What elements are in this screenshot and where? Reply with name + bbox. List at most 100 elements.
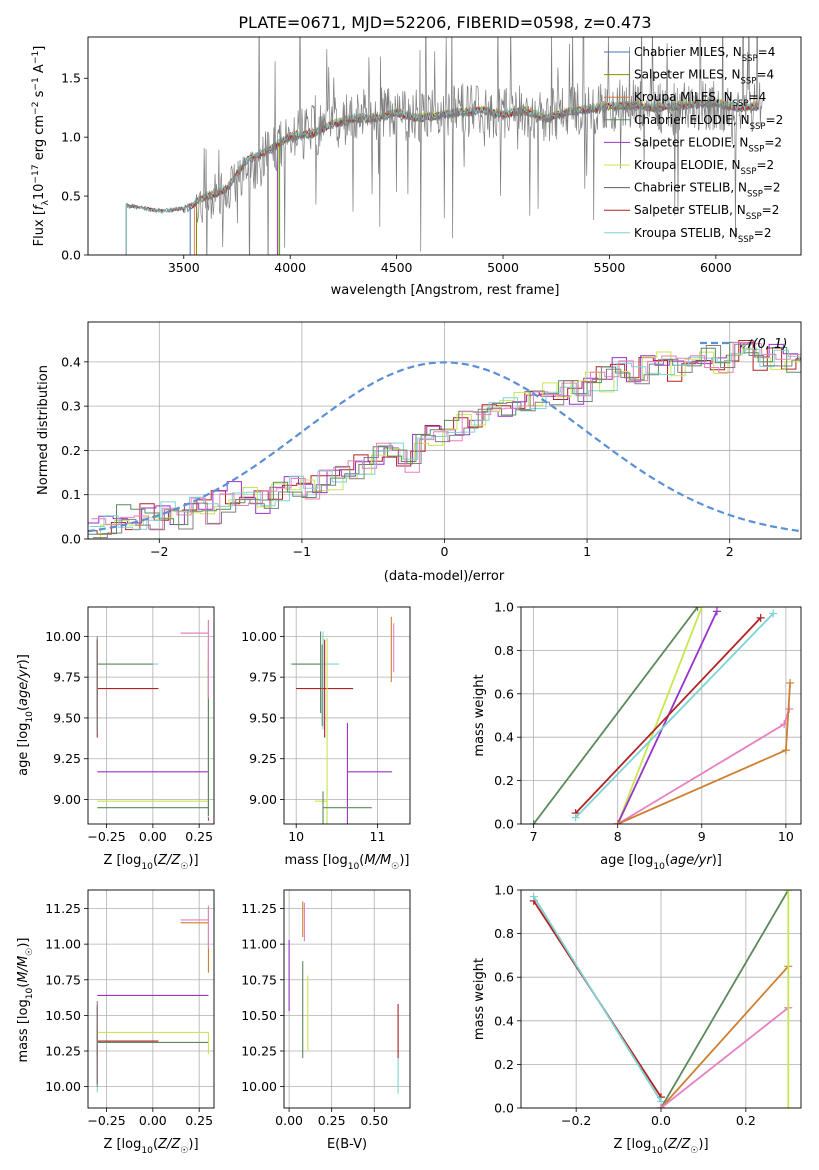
y-tick-label: 10.75 [241, 972, 277, 987]
y-tick-label: 0.2 [61, 443, 81, 458]
y-tick-label: 1.0 [494, 600, 514, 615]
y-tick-label: 1.0 [494, 883, 514, 898]
x-tick-label: 0.00 [275, 1113, 303, 1128]
y-tick-label: 11.00 [45, 937, 81, 952]
y-tick-label: 0.2 [494, 773, 514, 788]
x-tick-label: 2 [726, 544, 734, 559]
plot-area [125, 37, 763, 255]
y-tick-label: 10.00 [45, 1079, 81, 1094]
residual-histogram [91, 342, 801, 530]
y-tick-label: 10.50 [241, 1008, 277, 1023]
axes-frame [87, 321, 802, 540]
y-tick-label: 10.50 [45, 1008, 81, 1023]
normal-distribution-curve [88, 361, 801, 533]
cumulative-line [660, 965, 789, 1108]
y-tick-label: 10.00 [241, 629, 277, 644]
legend-label: Kroupa MILES, NSSP=4 [634, 90, 766, 109]
y-tick-label: 0.2 [494, 1057, 514, 1072]
cumulative-marker [697, 607, 706, 611]
y-tick-label: 10.25 [241, 1044, 277, 1059]
y-tick-label: 0.6 [494, 686, 514, 701]
cumulative-line [617, 682, 791, 824]
legend-label: 𝒩(0, 1) [740, 337, 787, 352]
y-tick-label: 9.00 [249, 792, 277, 807]
plot-area [529, 607, 795, 824]
axes-age_vs_mass: 10 11 9.00 9.25 9.50 9.75 10.00 mass [log10(M/M… [241, 606, 411, 872]
residual-histogram [88, 347, 801, 539]
cumulative-marker [769, 609, 778, 618]
plot-area [288, 901, 399, 1094]
x-axis-label: mass [log10(M/M☉)] [285, 853, 410, 872]
y-tick-label: 9.75 [53, 670, 81, 685]
cumulative-marker [613, 820, 622, 824]
axes-age_vs_Z: −0.25 0.00 0.25 9.00 9.25 9.50 9.75 10.00 Z [log… [16, 606, 215, 872]
cumulative-line [660, 890, 790, 1108]
x-axis-label: (data-model)/error [384, 569, 505, 584]
x-tick-label: 8 [614, 829, 622, 844]
legend-label: Chabrier MILES, NSSP=4 [634, 45, 775, 64]
axes-frame [283, 606, 411, 825]
cumulative-marker [571, 813, 580, 822]
y-tick-label: 10.00 [241, 1079, 277, 1094]
axes-frame [520, 889, 802, 1109]
x-tick-label: 0.50 [360, 1113, 388, 1128]
cumulative-line [532, 896, 662, 1102]
x-tick-label: −0.2 [561, 1113, 591, 1128]
y-tick-label: 10.00 [45, 629, 81, 644]
cumulative-line [575, 612, 774, 819]
x-tick-label: 10 [778, 829, 794, 844]
x-tick-label: 0.25 [185, 1113, 213, 1128]
cumulative-line [617, 708, 791, 824]
y-tick-label: 9.25 [249, 751, 277, 766]
y-tick-label: 0.0 [61, 248, 81, 263]
y-tick-label: 9.25 [53, 751, 81, 766]
x-tick-label: −0.25 [87, 1113, 125, 1128]
y-tick-label: 0.6 [494, 970, 514, 985]
legend-label: Kroupa ELODIE, NSSP=2 [634, 158, 774, 177]
y-axis-label: mass [log10(M/M☉)] [16, 938, 35, 1063]
y-tick-label: 10.75 [45, 972, 81, 987]
y-axis-label: Flux [fλ10−17 erg cm−2 s−1 A−1] [31, 46, 51, 247]
x-tick-label: 0 [441, 544, 449, 559]
axes-frame [520, 606, 802, 825]
x-tick-label: 0.00 [139, 829, 167, 844]
legend: Chabrier MILES, NSSP=4 Salpeter MILES, NS… [604, 45, 783, 245]
y-tick-label: 11.25 [45, 901, 81, 916]
x-tick-label: 4500 [381, 260, 413, 275]
y-axis-label: mass weight [472, 958, 487, 1040]
x-axis-label: Z [log10(Z/Z☉)] [613, 1137, 708, 1156]
x-axis-label: wavelength [Angstrom, rest frame] [331, 283, 560, 298]
y-tick-label: 11.00 [241, 937, 277, 952]
x-tick-label: −2 [150, 544, 168, 559]
y-tick-label: 0.8 [494, 643, 514, 658]
figure-title: PLATE=0671, MJD=52206, FIBERID=0598, z=0… [238, 13, 651, 32]
cumulative-line [616, 607, 703, 824]
x-tick-label: 11 [370, 829, 386, 844]
cumulative-line [532, 607, 699, 824]
cumulative-marker [657, 1104, 665, 1108]
cumulative-marker [781, 746, 790, 755]
observed-spectrum-line [126, 37, 763, 255]
plot-area [88, 340, 801, 539]
legend-label: Salpeter MILES, NSSP=4 [634, 68, 774, 87]
y-tick-label: 9.50 [249, 710, 277, 725]
y-tick-label: 10.25 [45, 1044, 81, 1059]
legend: 𝒩(0, 1) [700, 337, 787, 352]
cumulative-line [660, 1006, 789, 1108]
cumulative-marker [693, 607, 702, 611]
axes-residuals: −2 −1 0 1 2 0.0 0.1 0.2 0.3 0.4 𝒩(0, 1) (data-model… [36, 321, 802, 584]
x-tick-label: 4000 [274, 260, 306, 275]
x-tick-label: 0.25 [185, 829, 213, 844]
x-tick-label: 3500 [168, 260, 200, 275]
axes-mass_vs_Z: −0.25 0.00 0.25 10.00 10.25 10.50 10.75 11.00 11… [16, 889, 215, 1156]
legend-label: Salpeter ELODIE, NSSP=2 [634, 135, 782, 154]
axes-spectrum: 3500 4000 4500 5000 5500 6000 0.0 0.5 1.0 1.5 Chab… [31, 36, 802, 298]
x-axis-label: Z [log10(Z/Z☉)] [103, 1137, 198, 1156]
axes-frame [283, 889, 411, 1109]
y-tick-label: 0.8 [494, 926, 514, 941]
plot-area [96, 620, 209, 821]
y-tick-label: 9.00 [53, 792, 81, 807]
y-tick-label: 0.0 [494, 817, 514, 832]
y-tick-label: 0.0 [61, 532, 81, 547]
residual-histogram [89, 348, 801, 530]
